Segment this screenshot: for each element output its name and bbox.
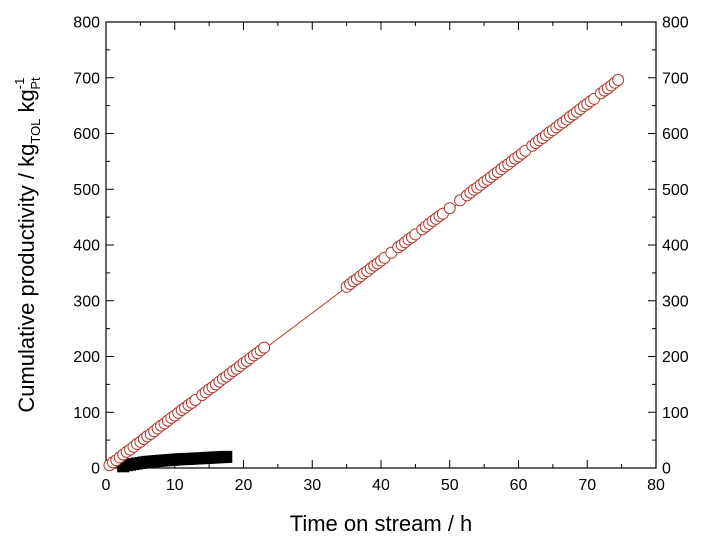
- y-tick-label: 300: [73, 293, 100, 310]
- right-y-tick-label: 100: [662, 405, 689, 422]
- x-tick-label: 0: [102, 477, 111, 494]
- right-y-tick-label: 600: [662, 126, 689, 143]
- red-circle-point: [443, 202, 456, 215]
- right-y-tick-label: 0: [662, 461, 671, 478]
- y-axis-title-sub1: TOL: [28, 119, 43, 144]
- y-tick-label: 200: [73, 349, 100, 366]
- black-square-point: [220, 450, 233, 463]
- y-axis-title-mid: kg: [14, 89, 39, 118]
- black-series-layer: [117, 450, 233, 473]
- y-axis-title-sup: -1: [12, 78, 27, 90]
- y-tick-label: 700: [73, 70, 100, 87]
- x-tick-label: 60: [510, 477, 528, 494]
- y-tick-label: 500: [73, 182, 100, 199]
- x-tick-label: 30: [303, 477, 321, 494]
- x-axis-ticks: 0 10 20 30 40 50 60 70 80: [102, 22, 665, 494]
- x-tick-label: 40: [372, 477, 390, 494]
- y-tick-label: 400: [73, 238, 100, 255]
- y-axis-title-main: Cumulative productivity / kg: [14, 144, 39, 413]
- right-y-tick-label: 200: [662, 349, 689, 366]
- y-tick-label: 600: [73, 126, 100, 143]
- red-circle-point: [258, 341, 271, 354]
- right-y-tick-label: 800: [662, 15, 689, 32]
- x-tick-label: 80: [647, 477, 665, 494]
- right-y-tick-label: 300: [662, 293, 689, 310]
- right-y-tick-label: 500: [662, 182, 689, 199]
- x-axis-title: Time on stream / h: [290, 511, 473, 536]
- red-series-layer: [103, 73, 625, 472]
- red-circle-point: [612, 73, 625, 86]
- x-tick-label: 20: [235, 477, 253, 494]
- right-y-tick-label: 400: [662, 238, 689, 255]
- right-y-tick-label: 700: [662, 70, 689, 87]
- y-axis-title-sub2: Pt: [28, 77, 43, 90]
- x-tick-label: 70: [578, 477, 596, 494]
- x-tick-label: 10: [166, 477, 184, 494]
- y-tick-label: 800: [73, 15, 100, 32]
- y-axis-ticks: 0 0 100 100 200 200 300 300 400 400 500 500 600 600 70…: [73, 15, 689, 478]
- y-tick-label: 0: [91, 461, 100, 478]
- y-axis-title: Cumulative productivity / kgTOL kg-1Pt: [12, 77, 43, 413]
- y-tick-label: 100: [73, 405, 100, 422]
- x-tick-label: 50: [441, 477, 459, 494]
